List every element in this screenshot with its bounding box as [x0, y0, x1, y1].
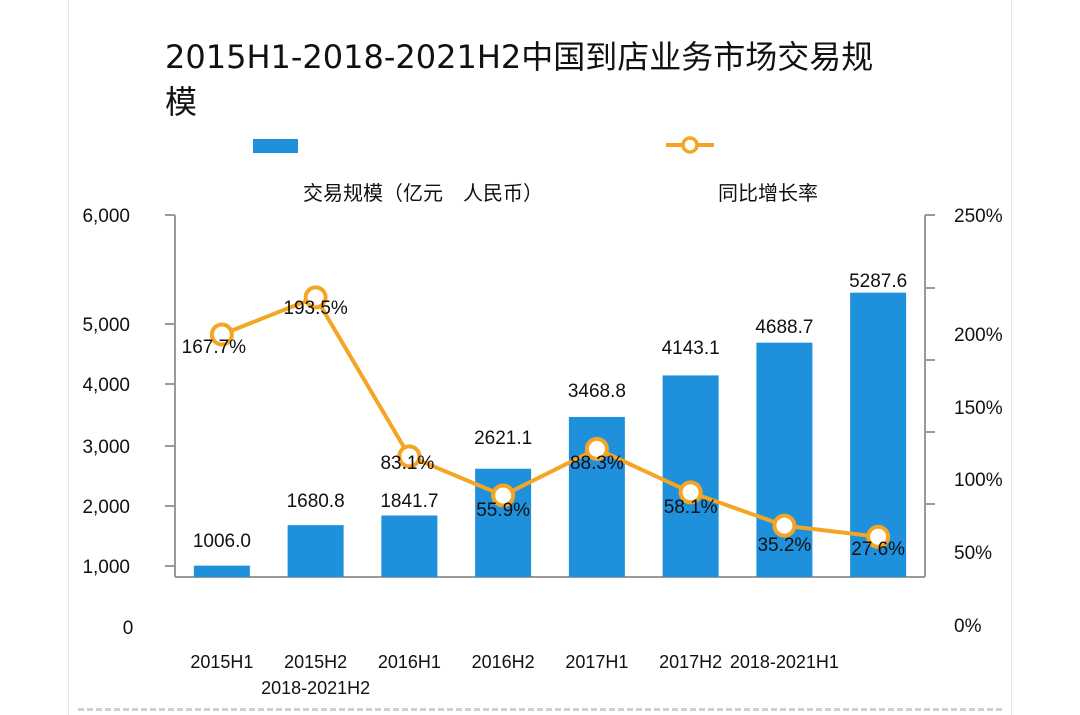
legend-label-line: 同比增长率 — [718, 182, 818, 205]
x-tick-label: 2017H2 — [659, 652, 722, 672]
x-tick-label: 2018-2021H1 — [730, 652, 839, 672]
x-tick-label: 2017H1 — [565, 652, 628, 672]
chart-title-line-2: 模 — [165, 83, 197, 121]
line-marker — [303, 285, 328, 310]
bar — [756, 342, 813, 577]
y-left-tick-label: 5,000 — [82, 315, 130, 336]
bar-value-label: 1680.8 — [287, 491, 345, 512]
y-left-tick-label: 2,000 — [82, 497, 130, 518]
chart-title-line-1: 2015H1-2018-2021H2中国到店业务市场交易规 — [165, 38, 873, 76]
line-value-label: 83.1% — [380, 453, 434, 474]
line-value-label: 58.1% — [664, 497, 718, 518]
bottom-dashed-divider — [78, 708, 1002, 711]
line-series-growth — [221, 295, 879, 539]
y-left-tick-label: 4,000 — [82, 375, 130, 396]
line-value-label: 193.5% — [283, 298, 348, 319]
line-marker — [772, 513, 797, 538]
line-marker — [397, 444, 422, 469]
bar-value-label: 5287.6 — [849, 271, 907, 292]
bar — [662, 375, 719, 577]
x-tick-label: 2016H1 — [378, 652, 441, 672]
y-right-tick-label: 100% — [954, 470, 1003, 491]
bar-value-label: 1841.7 — [380, 491, 438, 512]
legend-swatch-marker — [681, 136, 699, 154]
x-tick-label: 2016H2 — [472, 652, 535, 672]
x-tick-label: 2018-2021H2 — [261, 678, 370, 698]
bar — [287, 525, 344, 577]
bar-value-label: 2621.1 — [474, 428, 532, 449]
y-left-tick-label: 3,000 — [82, 437, 130, 458]
y-left-tick-label: 6,000 — [82, 206, 130, 227]
x-tick-label: 2015H2 — [284, 652, 347, 672]
frame-line-left — [68, 0, 69, 715]
line-value-label: 88.3% — [570, 453, 624, 474]
y-right-tick-label: 0% — [954, 616, 982, 637]
line-marker — [584, 436, 609, 461]
y-right-tick-label: 150% — [954, 398, 1003, 419]
line-marker — [209, 322, 234, 347]
legend-label-bar: 交易规模（亿元 人民币） — [303, 182, 543, 205]
y-right-tick-label: 250% — [954, 206, 1003, 227]
x-tick-label: 2015H1 — [190, 652, 253, 672]
y-left-tick-label: 1,000 — [82, 557, 130, 578]
line-marker — [491, 483, 516, 508]
line-marker — [866, 524, 891, 549]
bar — [381, 515, 438, 577]
y-left-tick-label: 0 — [123, 618, 134, 639]
y-right-tick-label: 50% — [954, 543, 992, 564]
line-value-label: 27.6% — [851, 539, 905, 560]
bar-value-label: 4688.7 — [755, 317, 813, 338]
legend-swatch-bar — [253, 139, 298, 153]
frame-line-right — [1011, 0, 1012, 715]
line-value-label: 167.7% — [182, 337, 247, 358]
line-value-label: 55.9% — [476, 500, 530, 521]
bar — [193, 565, 250, 577]
bar-value-label: 1006.0 — [193, 531, 251, 552]
bar-value-label: 3468.8 — [568, 381, 626, 402]
bar-value-label: 4143.1 — [662, 338, 720, 359]
y-right-tick-label: 200% — [954, 325, 1003, 346]
line-value-label: 35.2% — [757, 535, 811, 556]
line-marker — [678, 480, 703, 505]
